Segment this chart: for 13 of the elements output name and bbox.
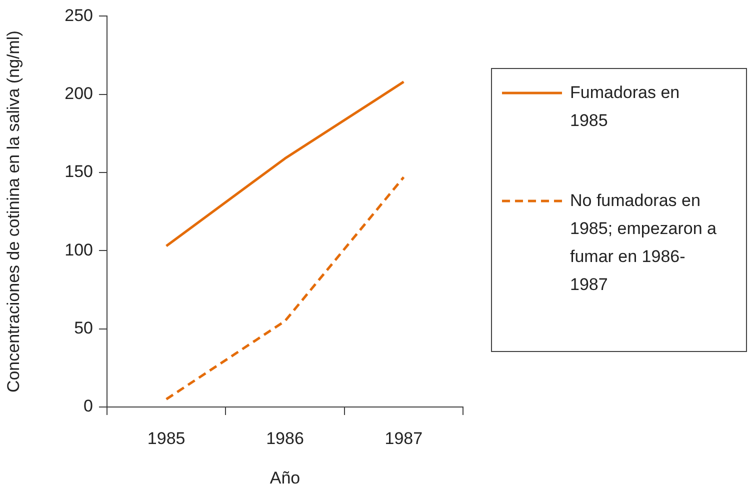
y-tick-label: 50 bbox=[74, 318, 93, 338]
y-tick-label: 0 bbox=[84, 396, 93, 416]
y-axis-title: Concentraciones de cotinina en la saliva (ng/ml) bbox=[4, 30, 23, 393]
x-tick-label: 1985 bbox=[147, 428, 186, 448]
x-tick-label: 1987 bbox=[384, 428, 423, 448]
x-axis-title: Año bbox=[270, 468, 300, 488]
y-tick-label: 100 bbox=[64, 240, 93, 260]
y-tick-label: 150 bbox=[64, 162, 93, 182]
y-tick-label: 200 bbox=[64, 84, 93, 104]
y-tick-label: 250 bbox=[64, 6, 93, 25]
legend-label: No fumadoras en 1985; empezaron a fumar en 1986-1987 bbox=[570, 190, 718, 296]
x-tick-label: 1986 bbox=[266, 428, 304, 448]
legend-label: Fumadoras en 1985 bbox=[570, 82, 681, 132]
